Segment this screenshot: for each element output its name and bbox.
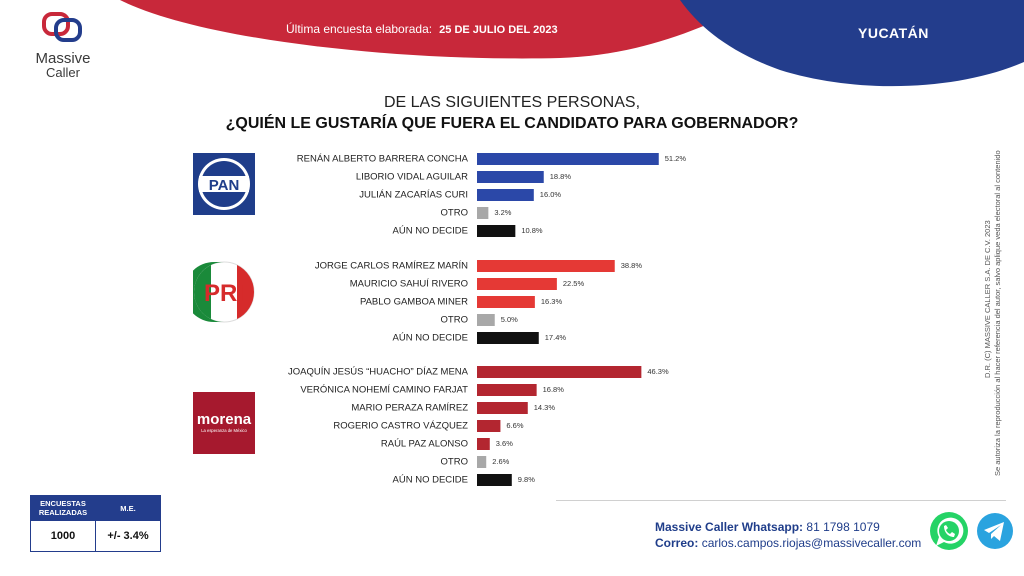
bar-morena-0 bbox=[477, 366, 642, 378]
copyright-line1: D.R. (C) MASSIVE CALLER S.A. DE C.V. 202… bbox=[983, 220, 992, 378]
value-label-morena-1: 16.8% bbox=[543, 385, 565, 394]
category-label-pan-4: AÚN NO DECIDE bbox=[393, 226, 468, 237]
value-label-pan-1: 18.8% bbox=[550, 172, 572, 181]
email-contact: Correo: carlos.campos.riojas@massivecall… bbox=[655, 536, 921, 550]
category-label-pan-3: OTRO bbox=[441, 208, 468, 219]
telegram-button[interactable] bbox=[976, 512, 1014, 550]
morena-logo-text: morena bbox=[197, 411, 252, 428]
bar-pri-0 bbox=[477, 260, 615, 272]
bar-pri-1 bbox=[477, 278, 557, 290]
value-label-pri-3: 5.0% bbox=[501, 315, 518, 324]
value-label-morena-5: 2.6% bbox=[492, 457, 509, 466]
whatsapp-contact: Massive Caller Whatsapp: 81 1798 1079 bbox=[655, 520, 880, 534]
category-label-morena-3: ROGERIO CASTRO VÁZQUEZ bbox=[333, 421, 468, 432]
surveys-header: ENCUESTAS REALIZADAS bbox=[30, 495, 96, 521]
bar-pri-4 bbox=[477, 332, 539, 344]
pri-logo-icon: PRI bbox=[184, 261, 255, 323]
value-label-pan-4: 10.8% bbox=[521, 226, 543, 235]
email-label: Correo: bbox=[655, 536, 699, 550]
value-label-pan-2: 16.0% bbox=[540, 190, 562, 199]
telegram-icon bbox=[977, 513, 1013, 549]
bar-morena-5 bbox=[477, 456, 487, 468]
survey-label: Última encuesta elaborada: bbox=[286, 22, 433, 36]
pan-logo-icon: PAN bbox=[193, 153, 255, 215]
value-label-pri-4: 17.4% bbox=[545, 333, 567, 342]
whatsapp-label: Massive Caller Whatsapp: bbox=[655, 520, 804, 534]
whatsapp-button[interactable] bbox=[928, 510, 970, 552]
bar-pri-2 bbox=[477, 296, 535, 308]
bar-pan-2 bbox=[477, 189, 534, 201]
bar-pri-3 bbox=[477, 314, 495, 326]
category-label-morena-0: JOAQUÍN JESÚS “HUACHO” DÍAZ MENA bbox=[288, 367, 469, 378]
value-label-pri-1: 22.5% bbox=[563, 279, 585, 288]
email-address[interactable]: carlos.campos.riojas@massivecaller.com bbox=[701, 536, 922, 550]
footer-divider bbox=[556, 500, 1006, 501]
surveys-value: 1000 bbox=[30, 520, 96, 552]
morena-logo-subtext: La esperanza de México bbox=[201, 428, 247, 433]
value-label-morena-0: 46.3% bbox=[647, 367, 669, 376]
survey-stats-table: ENCUESTAS REALIZADAS M.E. 1000 +/- 3.4% bbox=[30, 495, 161, 552]
state-name: YUCATÁN bbox=[858, 25, 929, 41]
massive-caller-logo-icon bbox=[42, 12, 82, 42]
bar-morena-3 bbox=[477, 420, 501, 432]
category-label-pri-2: PABLO GAMBOA MINER bbox=[360, 297, 468, 308]
category-label-pri-0: JORGE CARLOS RAMÍREZ MARÍN bbox=[315, 261, 468, 272]
category-label-morena-4: RAÚL PAZ ALONSO bbox=[381, 439, 468, 450]
massive-caller-logo: Massive Caller bbox=[28, 10, 98, 79]
category-label-pri-1: MAURICIO SAHUÍ RIVERO bbox=[350, 279, 468, 290]
value-label-pan-3: 3.2% bbox=[494, 208, 511, 217]
survey-date: 25 DE JULIO DEL 2023 bbox=[439, 24, 558, 36]
pri-logo-text: PRI bbox=[204, 280, 244, 307]
pri-logo: PRI bbox=[184, 261, 255, 323]
margin-error-value: +/- 3.4% bbox=[95, 520, 161, 552]
chart-title-line1: DE LAS SIGUIENTES PERSONAS, bbox=[383, 94, 641, 111]
category-label-morena-1: VERÓNICA NOHEMÍ CAMINO FARJAT bbox=[300, 385, 468, 396]
value-label-morena-6: 9.8% bbox=[518, 475, 535, 484]
category-label-pan-2: JULIÁN ZACARÍAS CURI bbox=[359, 190, 468, 201]
morena-logo-icon: morena La esperanza de México bbox=[193, 392, 255, 454]
value-label-pri-2: 16.3% bbox=[541, 297, 563, 306]
copyright-line2: Se autoriza la reproducción al hacer ref… bbox=[993, 150, 1002, 476]
value-label-morena-4: 3.6% bbox=[496, 439, 513, 448]
category-label-pan-0: RENÁN ALBERTO BARRERA CONCHA bbox=[297, 154, 469, 165]
pan-logo-text: PAN bbox=[209, 177, 240, 194]
bar-morena-2 bbox=[477, 402, 528, 414]
category-label-pan-1: LIBORIO VIDAL AGUILAR bbox=[356, 172, 468, 183]
pan-logo: PAN bbox=[193, 153, 255, 215]
whatsapp-number[interactable]: 81 1798 1079 bbox=[806, 520, 880, 534]
bar-pan-4 bbox=[477, 225, 516, 237]
bar-pan-3 bbox=[477, 207, 489, 219]
category-label-morena-2: MARIO PERAZA RAMÍREZ bbox=[351, 403, 468, 414]
bar-morena-1 bbox=[477, 384, 537, 396]
category-label-morena-6: AÚN NO DECIDE bbox=[393, 475, 468, 486]
bar-morena-4 bbox=[477, 438, 490, 450]
whatsapp-icon bbox=[930, 512, 968, 550]
category-label-pri-3: OTRO bbox=[441, 315, 468, 326]
brand-name-line1: Massive bbox=[35, 50, 91, 67]
bar-pan-0 bbox=[477, 153, 659, 165]
value-label-morena-3: 6.6% bbox=[506, 421, 523, 430]
value-label-morena-2: 14.3% bbox=[534, 403, 556, 412]
survey-date-label: Última encuesta elaborada: 25 DE JULIO D… bbox=[286, 22, 558, 36]
brand-name-line2: Caller bbox=[46, 65, 80, 80]
bar-morena-6 bbox=[477, 474, 512, 486]
value-label-pan-0: 51.2% bbox=[665, 154, 687, 163]
margin-error-header: M.E. bbox=[95, 495, 161, 521]
category-label-pri-4: AÚN NO DECIDE bbox=[393, 333, 468, 344]
value-label-pri-0: 38.8% bbox=[621, 261, 643, 270]
bar-pan-1 bbox=[477, 171, 544, 183]
morena-logo: morena La esperanza de México bbox=[193, 392, 255, 454]
chart-title-line2: ¿QUIÉN LE GUSTARÍA QUE FUERA EL CANDIDAT… bbox=[225, 115, 799, 132]
category-label-morena-5: OTRO bbox=[441, 457, 468, 468]
